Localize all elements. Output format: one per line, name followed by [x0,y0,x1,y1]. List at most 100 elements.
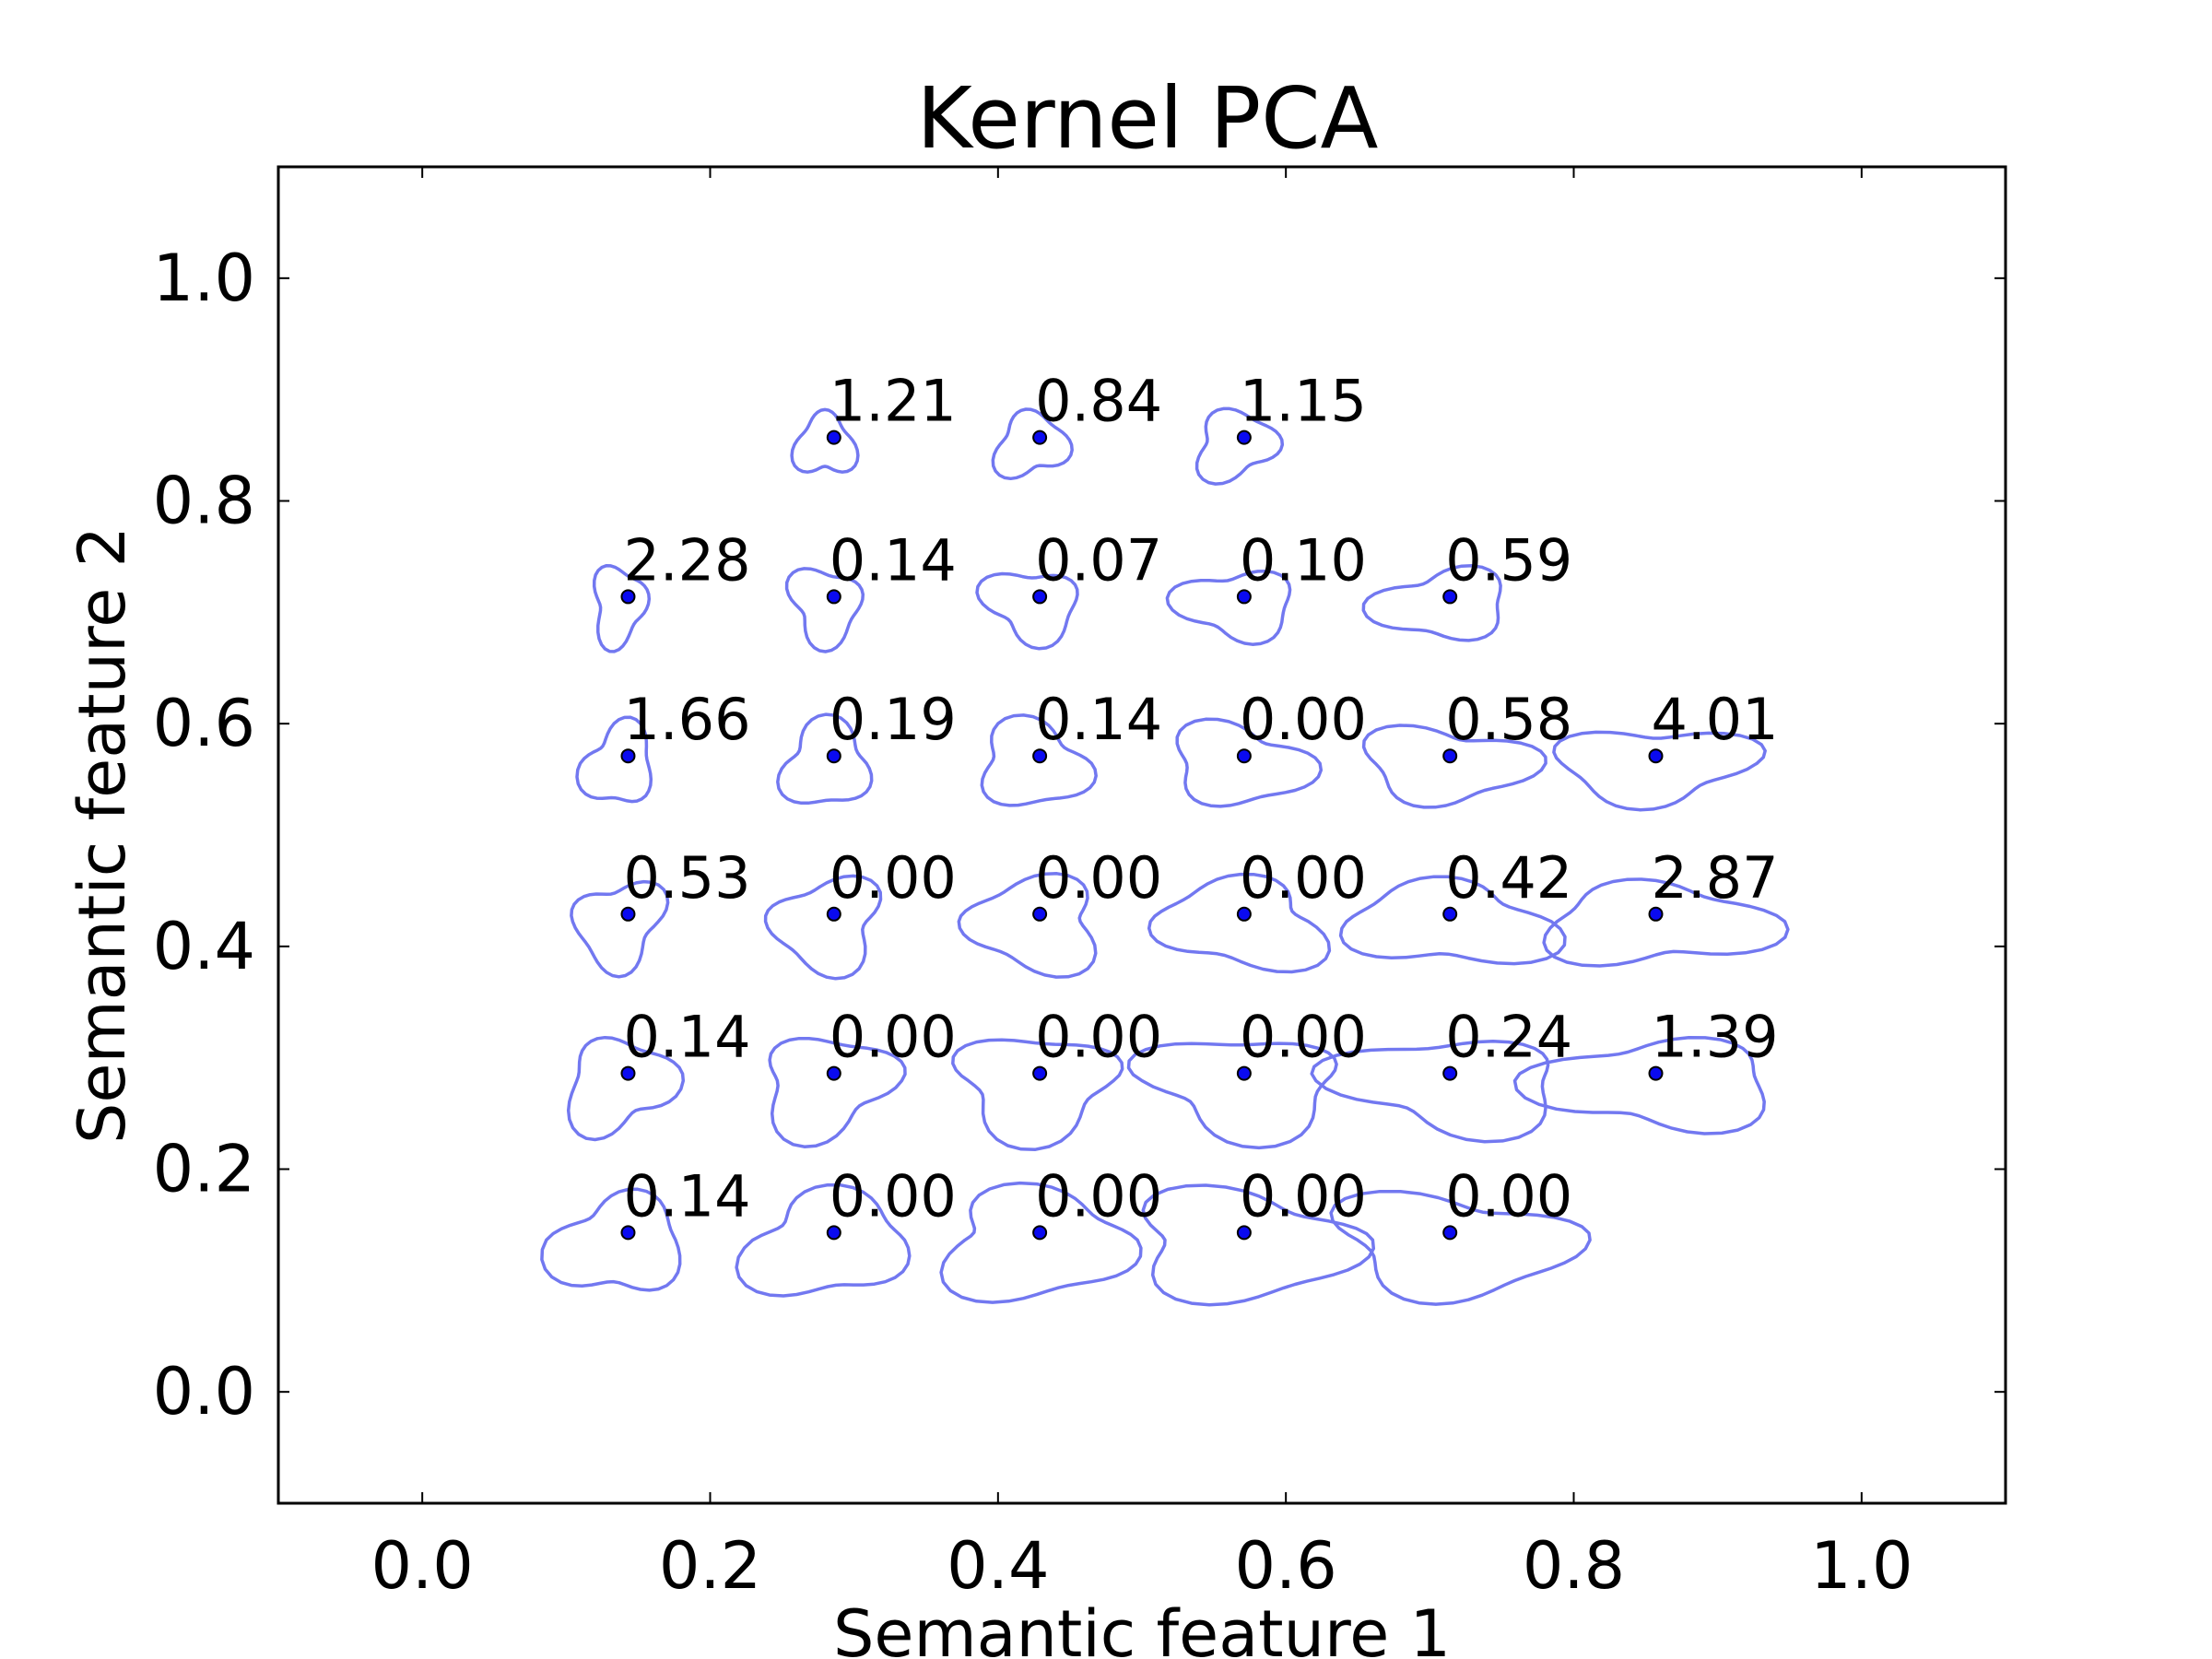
point-value-label: 0.53 [623,844,750,912]
data-point [826,1065,841,1081]
point-value-label: 0.00 [1240,686,1367,753]
y-tick-label: 0.2 [153,1132,255,1207]
x-tick-label: 0.8 [1523,1528,1625,1604]
shape-outline [575,715,653,804]
shape-outline [1361,724,1547,809]
shape-outline [1175,717,1324,808]
point-value-label: 4.01 [1652,686,1779,753]
shape-outline [1310,1040,1550,1144]
point-value-label: 0.00 [1035,844,1162,912]
y-tick-label: 0.0 [153,1354,255,1430]
point-value-label: 0.07 [1035,526,1162,594]
shape-outline [991,407,1074,481]
point-value-label: 0.14 [623,1004,750,1071]
shape-outline [1361,564,1502,642]
y-tick-label: 0.6 [153,686,255,761]
point-value-label: 1.15 [1240,368,1367,435]
point-value-label: 2.87 [1652,844,1779,912]
data-point [826,589,841,605]
shape-outline [768,1036,907,1148]
point-value-label: 0.00 [830,1162,957,1230]
data-point [1442,748,1458,764]
point-value-label: 1.66 [623,686,750,753]
point-value-label: 0.10 [1240,526,1367,594]
data-point [1032,748,1048,764]
point-value-label: 0.14 [1035,686,1162,753]
data-point [1032,589,1048,605]
data-point [1032,429,1048,445]
point-value-label: 0.00 [830,844,957,912]
shape-outline [763,874,883,981]
shape-outline [1147,872,1332,974]
shape-outline [1542,877,1790,968]
x-tick-label: 1.0 [1810,1528,1912,1604]
y-tick-label: 1.0 [153,241,255,316]
y-tick-label: 0.4 [153,909,255,984]
point-value-label: 0.00 [1035,1004,1162,1071]
shape-outline [592,564,652,653]
shape-outline [957,872,1098,979]
data-point [1032,1225,1048,1241]
point-value-label: 0.24 [1445,1004,1572,1071]
point-value-label: 0.00 [1240,1162,1367,1230]
shape-outline [975,571,1079,651]
data-point [1442,589,1458,605]
axis-ticks: 0.0 0.2 0.4 0.6 0.8 1.0 0.0 0.2 0.4 0.6 0.8 1.0 [153,167,2006,1604]
shape-outline [1512,1036,1766,1135]
point-value-label: 0.14 [830,526,957,594]
point-value-label: 0.00 [830,1004,957,1071]
shape-outline [1126,1041,1338,1150]
data-point [1648,906,1664,922]
data-point [1236,589,1252,605]
shape-outline [1194,406,1285,486]
point-labels: 1.21 0.84 1.15 2.28 0.14 0.07 0.10 0.59 1.66 0.19… [623,368,1778,1230]
x-tick-label: 0.0 [371,1528,474,1604]
data-point [620,1065,636,1081]
data-point [1442,1065,1458,1081]
shape-outline [951,1038,1124,1151]
data-point [1032,906,1048,922]
point-value-label: 1.21 [830,368,957,435]
data-point [826,906,841,922]
data-point [1236,748,1252,764]
shape-outline [980,713,1098,807]
shape-outline [570,879,670,979]
shape-outline [1552,730,1767,812]
shape-outline [784,567,865,653]
point-value-label: 0.42 [1445,844,1572,912]
data-points [620,429,1664,1241]
shape-outline [790,407,860,474]
x-tick-label: 0.4 [947,1528,1049,1604]
point-value-label: 0.00 [1240,1004,1367,1071]
shape-outline [1338,875,1567,966]
point-value-label: 2.28 [623,526,750,594]
data-point [1236,1225,1252,1241]
point-value-label: 0.19 [830,686,957,753]
data-point [620,589,636,605]
x-axis-label: Semantic feature 1 [833,1596,1451,1659]
data-point [1442,1225,1458,1241]
shape-outline [939,1181,1143,1304]
point-value-label: 0.00 [1240,844,1367,912]
data-point [826,429,841,445]
point-value-label: 0.14 [623,1162,750,1230]
shape-outline [1329,1189,1592,1306]
point-value-label: 0.58 [1445,686,1572,753]
point-value-label: 0.84 [1035,368,1162,435]
data-point [1442,906,1458,922]
y-tick-label: 0.8 [153,464,255,539]
x-tick-label: 0.2 [659,1528,761,1604]
point-value-label: 0.00 [1035,1162,1162,1230]
data-point [1236,1065,1252,1081]
data-point [1032,1065,1048,1081]
shape-outline [1141,1183,1376,1307]
data-point [826,748,841,764]
chart-title: Kernel PCA [917,69,1379,168]
data-point [1236,429,1252,445]
plot-frame [276,165,2007,1505]
data-point [1236,906,1252,922]
data-point [1648,748,1664,764]
data-point [620,906,636,922]
shape-outline [540,1187,682,1292]
